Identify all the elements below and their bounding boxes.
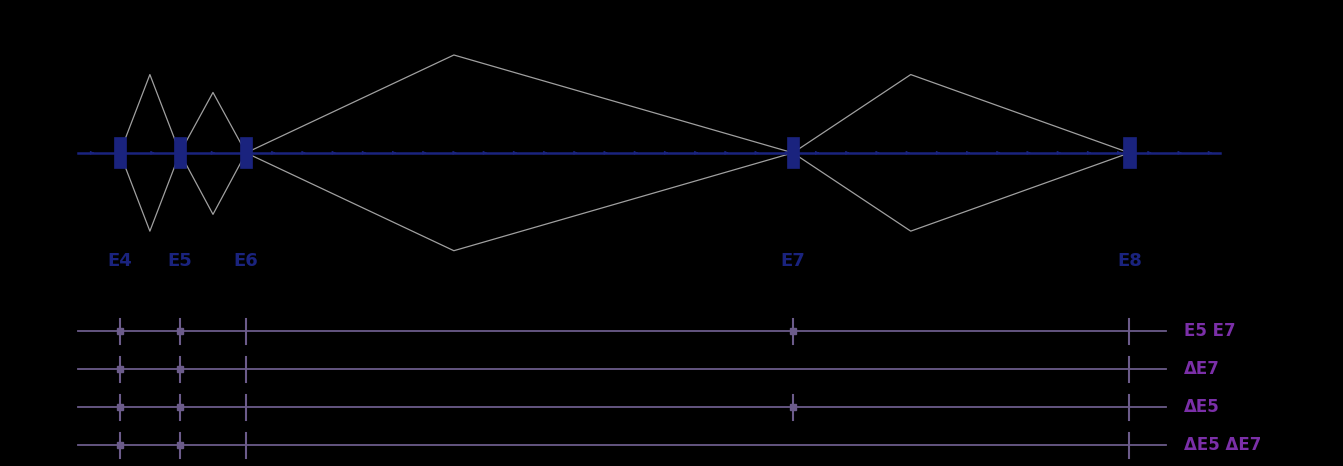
Text: E5 E7: E5 E7 [1183, 322, 1236, 341]
Text: ΔE5 ΔE7: ΔE5 ΔE7 [1183, 437, 1261, 454]
Text: E8: E8 [1117, 252, 1142, 270]
Text: E7: E7 [780, 252, 806, 270]
Bar [114, 137, 126, 168]
Text: E5: E5 [168, 252, 192, 270]
Bar [787, 137, 799, 168]
Text: ΔE5: ΔE5 [1183, 398, 1219, 417]
Text: ΔE7: ΔE7 [1183, 360, 1219, 378]
Bar [1124, 137, 1136, 168]
Text: E6: E6 [234, 252, 258, 270]
Bar [240, 137, 252, 168]
Bar [175, 137, 185, 168]
Text: E4: E4 [107, 252, 132, 270]
